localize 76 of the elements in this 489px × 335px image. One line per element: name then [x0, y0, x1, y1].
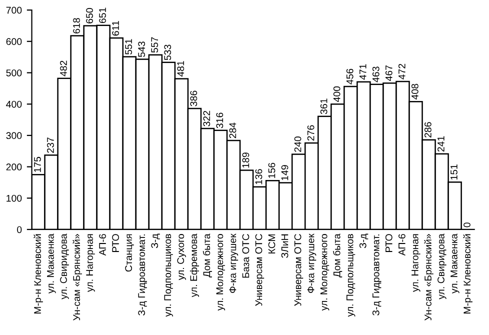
data-label: 240 — [294, 136, 302, 152]
x-tick-label: М-р-н Кленовский — [463, 234, 472, 314]
data-label: 149 — [281, 165, 288, 180]
data-label: 482 — [60, 60, 67, 76]
x-tick-label: ул. Нагорная — [86, 234, 95, 292]
y-tick-label: 300 — [6, 132, 22, 140]
data-label: 386 — [190, 90, 198, 106]
x-tick-label: З-д — [151, 234, 160, 248]
data-label: 156 — [268, 162, 276, 178]
data-label: 557 — [151, 37, 158, 53]
x-tick-label: Ф-ка игрушек — [229, 234, 238, 293]
data-label: 0 — [464, 222, 470, 228]
x-tick-label: АП-6 — [398, 234, 406, 256]
data-label: 472 — [398, 64, 406, 80]
data-label: 136 — [255, 169, 262, 184]
data-label: 543 — [138, 42, 146, 57]
x-tick-label: ул. Молодежного — [216, 234, 226, 311]
data-label: 650 — [86, 8, 93, 24]
data-label: 151 — [450, 164, 458, 180]
x-tick-label: ул. Молодежного — [320, 234, 330, 311]
data-label: 533 — [164, 44, 172, 60]
x-tick-label: ул. Ефремова — [190, 234, 200, 298]
x-tick-label: РТО — [112, 234, 119, 252]
y-tick-label: 700 — [6, 6, 22, 14]
x-tick-label: АП-6 — [99, 234, 106, 256]
data-label: 361 — [320, 98, 328, 114]
data-label: 175 — [34, 156, 41, 172]
x-tick-label: З-д Гидроавтомат. — [372, 234, 382, 316]
x-tick-label: ул. Сухого — [177, 234, 186, 280]
x-tick-label: З-д — [359, 234, 368, 248]
data-label: 408 — [411, 84, 418, 100]
data-label: 467 — [385, 65, 392, 81]
x-tick-label: Ун-сам «Брянский» — [424, 234, 434, 320]
data-label: 611 — [112, 21, 119, 36]
x-tick-label: ул. Подпольщиков — [164, 234, 173, 317]
data-label: 463 — [372, 66, 380, 82]
data-label: 618 — [73, 18, 80, 34]
y-tick-label: 600 — [6, 38, 22, 46]
x-tick-label: Дом быта — [333, 234, 342, 278]
data-label: 284 — [229, 122, 236, 138]
data-label: 189 — [242, 152, 250, 168]
data-label: 456 — [346, 68, 354, 84]
x-tick-label: Станция — [125, 234, 134, 272]
x-tick-label: ул. Нагорная — [412, 234, 420, 292]
x-tick-label: База ОТС — [242, 234, 250, 278]
x-tick-label: КСМ — [268, 234, 276, 254]
data-label: 322 — [203, 110, 210, 126]
y-tick-label: 500 — [6, 69, 22, 76]
data-label: 241 — [438, 136, 444, 152]
y-tick-label: 200 — [6, 164, 22, 170]
data-label: 400 — [333, 86, 340, 102]
x-tick-label: М-р-н Кленовский — [34, 234, 43, 314]
y-tick-label: 100 — [6, 194, 22, 202]
y-tick-label: 400 — [6, 100, 22, 108]
x-tick-label: Дом быта — [202, 234, 212, 278]
data-label: 316 — [216, 112, 224, 128]
y-tick-label: 0 — [17, 226, 22, 234]
data-label: 481 — [177, 61, 184, 77]
x-tick-label: Ун-сам «Брянский» — [72, 234, 82, 320]
data-label: 237 — [47, 138, 54, 153]
x-tick-label: Универсам ОТС — [294, 234, 304, 306]
data-label: 551 — [125, 39, 132, 54]
x-tick-label: ул. Макаенка — [450, 234, 460, 294]
x-tick-label: ЗЛиН — [281, 234, 288, 258]
data-label: 276 — [307, 125, 314, 141]
x-tick-label: Универсам ОТС — [255, 234, 264, 306]
x-tick-label: ул. Подпольщиков — [346, 234, 356, 317]
x-tick-label: Ф-ка игрушек — [307, 234, 316, 293]
x-tick-label: З-д Гидроавтомат. — [138, 234, 147, 316]
data-label: 651 — [99, 8, 106, 24]
x-tick-label: РТО — [385, 234, 392, 252]
data-label: 286 — [424, 122, 432, 138]
x-tick-label: ул. Свиридова — [438, 234, 446, 300]
data-label: 471 — [360, 64, 366, 80]
x-tick-label: ул. Свиридова — [60, 234, 69, 300]
x-tick-label: ул. Макаенка — [47, 234, 56, 294]
